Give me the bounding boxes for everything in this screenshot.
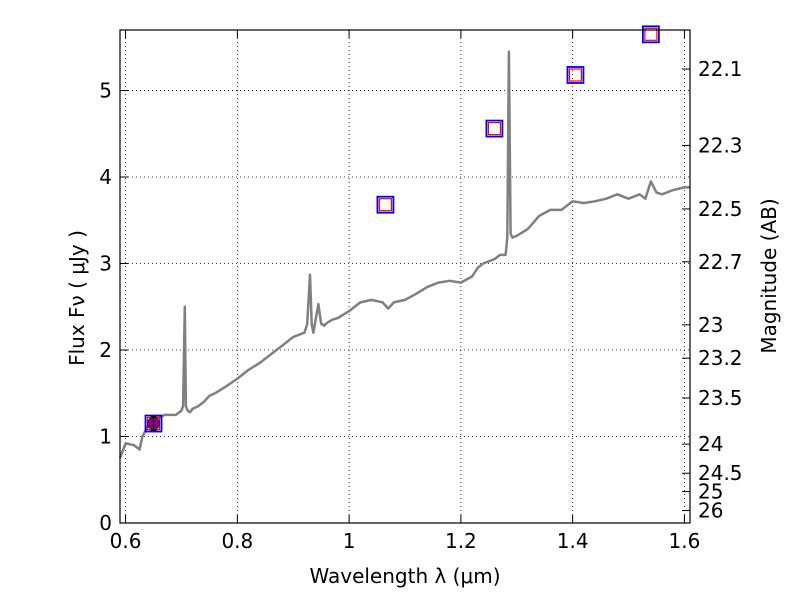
y2-tick-label: 26 (698, 498, 723, 522)
observed-photometry-point (485, 119, 504, 138)
y2-tick-label: 23 (698, 313, 723, 337)
y-axis-label: Flux Fν ( μJy ) (65, 230, 89, 366)
y2-tick-label: 24.5 (698, 461, 743, 485)
x-tick-label: 0.8 (221, 529, 253, 553)
observed-photometry-point (376, 195, 395, 214)
x-tick-label: 1 (343, 529, 356, 553)
y-tick-label: 5 (99, 79, 112, 103)
observed-photometry-point (566, 66, 585, 84)
x-axis-label: Wavelength λ (μm) (309, 564, 500, 588)
observed-photometry-point (144, 414, 163, 433)
x-tick-label: 1.6 (669, 529, 701, 553)
y2-axis-label: Magnitude (AB) (757, 198, 781, 353)
axis-ticks: 0.6 0.8 1 1.2 1.4 1.601234522.122.322.522.723… (99, 30, 743, 553)
model-photometry-point (644, 27, 658, 41)
y-tick-label: 3 (99, 252, 112, 276)
y2-tick-label: 22.3 (698, 133, 743, 157)
model-photometry-point (568, 68, 583, 82)
plot-frame (119, 29, 691, 524)
x-tick-label: 0.6 (110, 529, 142, 553)
model-photometry-point (378, 198, 393, 212)
model-photometry-point (487, 121, 502, 136)
x-tick-label: 1.2 (445, 529, 477, 553)
observed-photometry-point (641, 25, 660, 44)
y2-tick-label: 22.1 (698, 57, 743, 81)
y2-tick-label: 22.7 (698, 250, 743, 274)
y2-tick-label: 23.5 (698, 386, 743, 410)
y-tick-label: 2 (99, 338, 112, 362)
x-tick-label: 1.4 (557, 529, 589, 553)
plot-series (118, 25, 690, 459)
y2-tick-label: 25 (698, 480, 723, 504)
y2-tick-label: 22.5 (698, 197, 743, 221)
y-tick-label: 4 (99, 165, 112, 189)
y2-tick-label: 23.2 (698, 346, 743, 370)
y-tick-label: 0 (99, 511, 112, 535)
y-tick-label: 1 (99, 425, 112, 449)
spectrum-line (118, 50, 690, 459)
y2-tick-label: 24 (698, 432, 723, 456)
